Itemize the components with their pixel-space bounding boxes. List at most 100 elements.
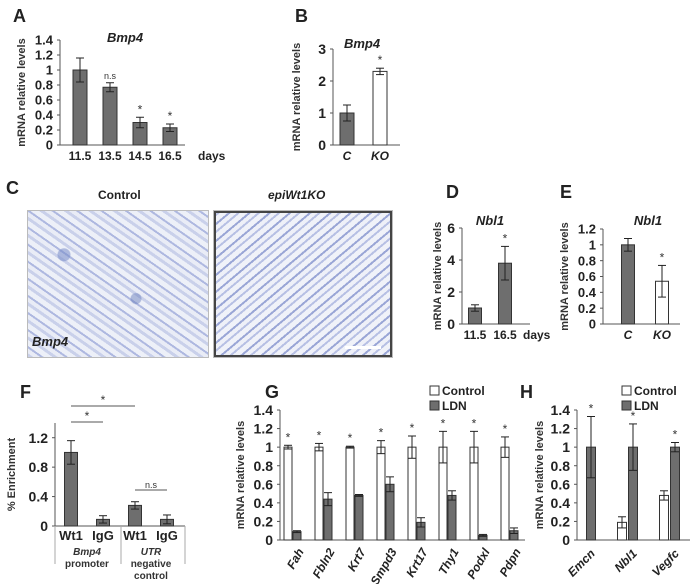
panel-label-A: A [13,6,26,26]
y-tick-label: 4 [447,252,455,268]
micrograph-knockout [213,210,393,358]
y-tick-label: 0.8 [29,459,49,475]
bar-control [345,446,355,541]
chart-title: Bmp4 [107,30,144,45]
y-tick-label: 2 [318,73,326,89]
y-tick-label: 0.6 [35,93,53,108]
x-tick-label: Krt7 [345,545,370,574]
y-tick-label: 0.4 [35,108,54,123]
micrograph-title-control: Control [98,188,141,202]
significance-marker: * [673,428,678,442]
bar-ko [372,70,388,146]
y-tick-label: 0.4 [254,495,274,511]
bar-ldn [354,494,364,541]
legend-swatch-control [621,385,632,396]
group-label: promoter [65,559,109,570]
bar-control [659,494,669,541]
bar-control [500,446,510,541]
significance-marker: n.s [104,71,117,81]
significance-marker: * [138,102,143,116]
panel-label-G: G [265,382,279,402]
y-tick-label: 0 [589,317,596,332]
x-tick-label: 16.5 [158,149,182,163]
group-label: UTR [141,547,162,558]
y-tick-label: 1 [318,105,326,121]
y-tick-label: 3 [318,41,326,57]
y-tick-label: 1 [265,439,273,455]
x-tick-label: Thy1 [436,546,462,578]
y-tick-label: 1.2 [35,48,53,63]
x-tick-label: Fbln2 [310,546,338,581]
y-tick-label: 0.4 [29,489,49,505]
y-tick-label: 0 [562,532,570,548]
x-tick-label: C [624,328,633,342]
x-tick-label: KO [653,328,672,342]
y-tick-label: 1.4 [551,402,571,418]
significance-marker: * [441,416,446,430]
legend-swatch-ldn [429,400,440,411]
x-tick-label: Smpd3 [368,546,400,584]
x-axis-label: days [198,149,226,163]
y-tick-label: 1 [562,439,570,455]
significance-marker: * [85,409,90,423]
micrograph-control [27,210,209,358]
chart-title: Bmp4 [344,36,381,51]
significance-marker: * [348,431,353,445]
x-tick-label: 11.5 [69,149,92,163]
y-axis-label: % Enrichment [6,437,18,511]
y-tick-label: 1 [46,63,53,78]
panel-label-F: F [20,382,31,402]
y-tick-label: 1.2 [551,421,571,437]
significance-marker: * [503,231,508,245]
y-tick-label: 0.8 [254,458,274,474]
bar-control [376,446,386,541]
bar-ldn [670,446,680,541]
y-axis-label: mRNA relative levels [16,38,28,146]
x-tick-label: Nbl1 [612,546,641,575]
chart-title: Nbl1 [476,213,504,228]
y-tick-label: 1 [589,238,596,253]
significance-marker: n.s [145,480,158,490]
y-tick-label: 1.4 [254,402,274,418]
x-tick-label: Vegfc [649,546,682,579]
x-tick-label: Krt17 [403,545,431,580]
x-tick-label: 13.5 [98,149,122,163]
x-tick-label: 11.5 [464,328,487,342]
y-tick-label: 0 [40,518,48,534]
y-tick-label: 0.6 [551,476,571,492]
panel-label-E: E [560,182,572,202]
y-tick-label: 0.2 [551,513,571,529]
group-label: control [134,571,168,582]
y-axis-label: mRNA relative levels [291,43,303,151]
significance-marker: * [631,409,636,423]
panel-label-C: C [6,178,19,198]
x-tick-label: Pdpn [497,546,524,579]
x-tick-label: Fah [284,546,307,571]
y-tick-label: 0.8 [35,78,53,93]
y-axis-label: mRNA relative levels [534,421,546,529]
legend-swatch-ldn [621,400,632,411]
significance-marker: * [379,426,384,440]
legend-label-ldn: LDN [442,399,467,413]
y-tick-label: 0.4 [578,285,597,300]
significance-marker: * [168,109,173,123]
y-tick-label: 0.8 [551,458,571,474]
y-tick-label: 0.6 [254,476,274,492]
panel-label-H: H [520,382,533,402]
scale-bar [345,346,381,349]
x-tick-label: C [343,149,352,163]
legend-label-control: Control [634,384,677,398]
significance-marker: * [660,250,665,264]
bar-control [314,446,324,541]
y-tick-label: 1.2 [29,430,49,446]
y-tick-label: 0 [318,137,326,153]
y-tick-label: 0.2 [578,301,596,316]
y-tick-label: 1.2 [578,222,596,237]
y-tick-label: 6 [447,220,455,236]
legend-label-control: Control [442,384,485,398]
bar-ldn [447,494,457,541]
x-tick-label: KO [371,149,390,163]
y-tick-label: 0.8 [578,253,596,268]
